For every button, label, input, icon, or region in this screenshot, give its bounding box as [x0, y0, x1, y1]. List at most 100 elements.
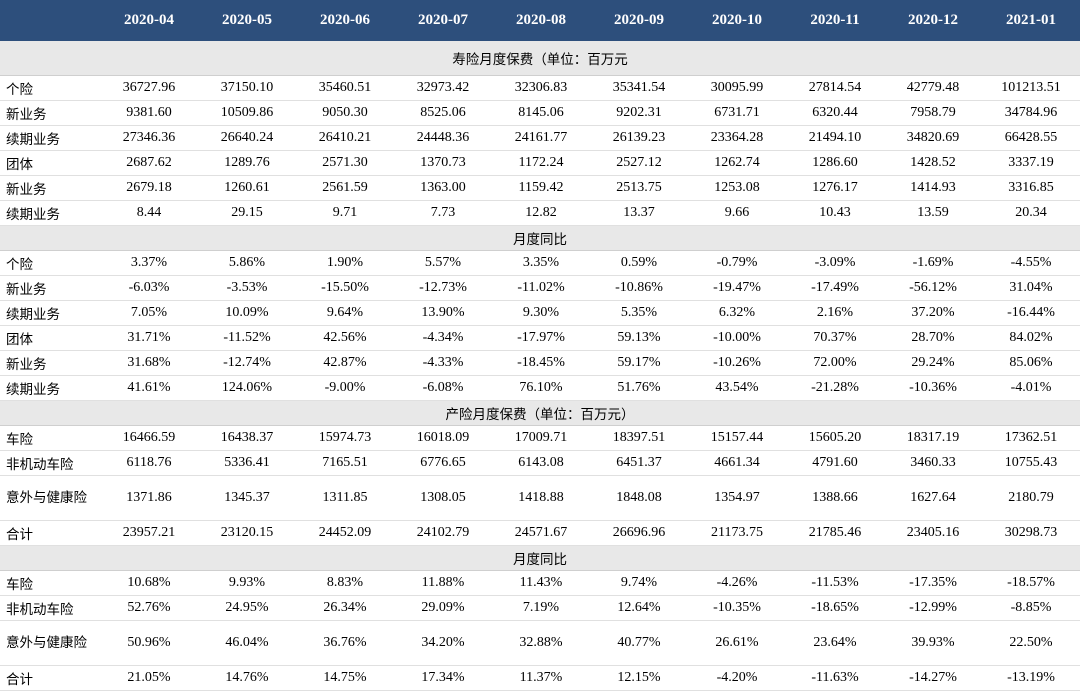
table-cell: 3460.33 [884, 450, 982, 476]
table-cell: 1262.74 [688, 150, 786, 176]
table-cell: 23364.28 [688, 125, 786, 151]
table-cell: 10509.86 [198, 100, 296, 126]
table-cell: 13.37 [590, 200, 688, 226]
table-cell: 26696.96 [590, 520, 688, 546]
table-cell: 8.83% [296, 570, 394, 596]
table-cell: -18.57% [982, 570, 1080, 596]
table-row: 团体 2687.62 1289.76 2571.30 1370.73 1172.24 252… [0, 150, 1080, 176]
table-cell: 1363.00 [394, 175, 492, 201]
section-header-row: 月度同比 [0, 225, 1080, 251]
table-cell: -1.69% [884, 250, 982, 276]
table-header: 2020-04 2020-05 2020-06 2020-07 2020-08 … [0, 0, 1080, 41]
table-cell: 17362.51 [982, 425, 1080, 451]
table-cell: 3316.85 [982, 175, 1080, 201]
row-label: 新业务 [0, 275, 100, 301]
table-cell: 3.37% [100, 250, 198, 276]
table-cell: 1159.42 [492, 175, 590, 201]
row-label: 续期业务 [0, 125, 100, 151]
table-cell: -4.34% [394, 325, 492, 351]
table-cell: 1260.61 [198, 175, 296, 201]
table-cell: -14.27% [884, 665, 982, 691]
month-header: 2020-04 [100, 0, 198, 41]
table-cell: -4.55% [982, 250, 1080, 276]
section-title: 产险月度保费（单位：百万元） [0, 400, 1080, 426]
table-cell: 23957.21 [100, 520, 198, 546]
table-row: 新业务 2679.18 1260.61 2561.59 1363.00 1159.42 25… [0, 175, 1080, 201]
table-cell: 101213.51 [982, 75, 1080, 101]
table-cell: 9050.30 [296, 100, 394, 126]
month-header: 2020-10 [688, 0, 786, 41]
table-cell: 23.64% [786, 620, 884, 666]
table-cell: 32.88% [492, 620, 590, 666]
table-cell: 10755.43 [982, 450, 1080, 476]
table-cell: 42779.48 [884, 75, 982, 101]
table-cell: 2679.18 [100, 175, 198, 201]
month-header: 2020-12 [884, 0, 982, 41]
table-cell: -11.63% [786, 665, 884, 691]
table-cell: 13.59 [884, 200, 982, 226]
row-label: 车险 [0, 425, 100, 451]
table-cell: 30298.73 [982, 520, 1080, 546]
table-cell: 1627.64 [884, 475, 982, 521]
table-cell: -10.86% [590, 275, 688, 301]
row-label: 非机动车险 [0, 450, 100, 476]
table-cell: -10.35% [688, 595, 786, 621]
table-cell: -10.00% [688, 325, 786, 351]
table-row: 合计 21.05% 14.76% 14.75% 17.34% 11.37% 12.15% -4… [0, 665, 1080, 691]
table-cell: 32306.83 [492, 75, 590, 101]
month-header: 2020-11 [786, 0, 884, 41]
table-cell: 24571.67 [492, 520, 590, 546]
table-cell: 43.54% [688, 375, 786, 401]
table-cell: 46.04% [198, 620, 296, 666]
table-cell: -11.52% [198, 325, 296, 351]
section-title: 月度同比 [0, 545, 1080, 571]
row-label: 团体 [0, 150, 100, 176]
table-cell: 4791.60 [786, 450, 884, 476]
table-cell: 11.37% [492, 665, 590, 691]
table-cell: 15974.73 [296, 425, 394, 451]
table-cell: 31.68% [100, 350, 198, 376]
table-row: 意外与健康险 50.96% 46.04% 36.76% 34.20% 32.88% 40.7… [0, 620, 1080, 666]
month-header: 2020-06 [296, 0, 394, 41]
row-label: 合计 [0, 520, 100, 546]
month-header: 2020-09 [590, 0, 688, 41]
table-cell: 2.16% [786, 300, 884, 326]
table-cell: -3.09% [786, 250, 884, 276]
month-header: 2020-07 [394, 0, 492, 41]
table-body: 寿险月度保费（单位：百万元 个险 36727.96 37150.10 35460.51 3… [0, 41, 1080, 691]
table-cell: 6.32% [688, 300, 786, 326]
table-cell: 51.76% [590, 375, 688, 401]
table-cell: -56.12% [884, 275, 982, 301]
table-cell: 26139.23 [590, 125, 688, 151]
table-cell: 9381.60 [100, 100, 198, 126]
table-cell: 32973.42 [394, 75, 492, 101]
table-row: 团体 31.71% -11.52% 42.56% -4.34% -17.97% 59.13%… [0, 325, 1080, 351]
table-cell: 70.37% [786, 325, 884, 351]
table-cell: -3.53% [198, 275, 296, 301]
table-cell: 6143.08 [492, 450, 590, 476]
table-cell: 1276.17 [786, 175, 884, 201]
table-cell: 34820.69 [884, 125, 982, 151]
table-cell: 7165.51 [296, 450, 394, 476]
table-cell: 1354.97 [688, 475, 786, 521]
table-cell: 18317.19 [884, 425, 982, 451]
table-cell: 34784.96 [982, 100, 1080, 126]
table-cell: 1289.76 [198, 150, 296, 176]
table-cell: 7.73 [394, 200, 492, 226]
table-cell: -4.01% [982, 375, 1080, 401]
table-cell: 29.09% [394, 595, 492, 621]
table-cell: 26640.24 [198, 125, 296, 151]
table-cell: 1308.05 [394, 475, 492, 521]
row-label: 团体 [0, 325, 100, 351]
table-cell: 8145.06 [492, 100, 590, 126]
table-cell: 24.95% [198, 595, 296, 621]
table-cell: 21173.75 [688, 520, 786, 546]
row-label: 续期业务 [0, 375, 100, 401]
row-label: 意外与健康险 [0, 620, 100, 666]
table-cell: 4661.34 [688, 450, 786, 476]
table-cell: 66428.55 [982, 125, 1080, 151]
table-cell: -4.26% [688, 570, 786, 596]
table-cell: 24102.79 [394, 520, 492, 546]
table-cell: -8.85% [982, 595, 1080, 621]
row-label: 意外与健康险 [0, 475, 100, 521]
